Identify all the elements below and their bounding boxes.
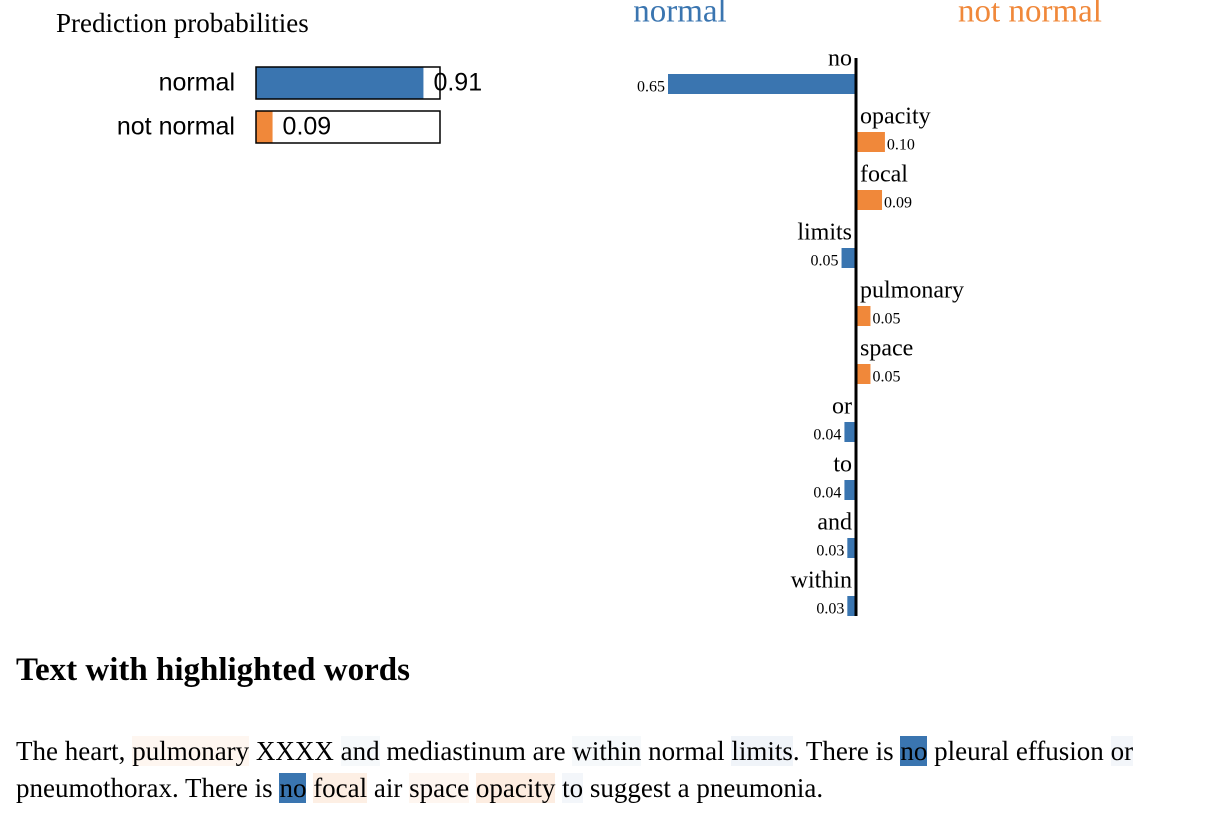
text-run xyxy=(469,773,476,803)
weight-label: 0.10 xyxy=(887,137,915,154)
weight-bar xyxy=(668,74,856,94)
feature-label: opacity xyxy=(860,104,931,130)
feature-label: and xyxy=(817,510,852,536)
highlighted-word: limits xyxy=(731,736,793,766)
text-run: pneumothorax. There is xyxy=(16,736,1140,803)
weight-label: 0.03 xyxy=(816,543,844,560)
weight-label: 0.04 xyxy=(813,427,841,444)
highlighted-word: space xyxy=(409,773,470,803)
text-run: air xyxy=(367,773,410,803)
text-run: XXXX xyxy=(249,736,341,766)
weight-bar xyxy=(856,306,871,326)
weight-label: 0.05 xyxy=(811,253,839,270)
bar-frame xyxy=(255,110,441,144)
feature-label: or xyxy=(832,394,852,420)
weight-bar xyxy=(856,190,883,210)
highlighted-word: no xyxy=(279,773,307,803)
weight-bar xyxy=(847,596,856,616)
weight-bar xyxy=(847,538,856,558)
weight-label: 0.03 xyxy=(816,601,844,618)
charts: Prediction probabilities normal 0.91 not no… xyxy=(56,0,1102,618)
weight-bar xyxy=(844,480,856,500)
weight-bar xyxy=(856,132,885,152)
feature-label: pulmonary xyxy=(860,278,964,304)
section-title: Text with highlighted words xyxy=(16,652,410,688)
text-run: The heart, xyxy=(16,736,133,766)
highlighted-word: no xyxy=(900,736,928,766)
highlighted-word: or xyxy=(1110,736,1134,766)
weight-label: 0.05 xyxy=(872,311,900,328)
text-run: . There is xyxy=(792,736,901,766)
feature-label: focal xyxy=(860,162,908,188)
highlighted-word: to xyxy=(562,773,584,803)
highlighted-word: opacity xyxy=(475,773,556,803)
highlighted-word: pulmonary xyxy=(132,736,250,766)
weight-bar xyxy=(841,248,856,268)
weight-label: 0.04 xyxy=(813,485,841,502)
bar-frame xyxy=(255,66,441,100)
class-label: normal xyxy=(159,69,235,97)
text-run: suggest a pneumonia. xyxy=(583,773,824,803)
class-label: not normal xyxy=(117,113,235,141)
probability-bar xyxy=(256,111,273,143)
legend-class: normal xyxy=(633,0,726,30)
feature-label: space xyxy=(860,336,913,362)
highlighted-word: within xyxy=(572,736,642,766)
text-run: normal xyxy=(641,736,732,766)
feature-label: no xyxy=(828,46,852,72)
probability-label: 0.09 xyxy=(283,113,332,141)
weight-label: 0.05 xyxy=(872,369,900,386)
probability-label: 0.91 xyxy=(433,69,482,97)
weight-label: 0.65 xyxy=(637,79,665,96)
chart-title: Prediction probabilities xyxy=(56,8,309,38)
text-run: pleural effusion xyxy=(927,736,1111,766)
probability-bar xyxy=(256,67,424,99)
weight-label: 0.09 xyxy=(884,195,912,212)
weight-bar xyxy=(856,364,871,384)
text-run: mediastinum are xyxy=(379,736,573,766)
feature-label: limits xyxy=(797,220,852,246)
weight-bar xyxy=(844,422,856,442)
feature-label: to xyxy=(833,452,852,478)
feature-label: within xyxy=(791,568,852,594)
highlighted-word: and xyxy=(340,736,380,766)
highlighted-text: The heart, pulmonary XXXX and mediastinu… xyxy=(16,733,1216,807)
highlighted-word: focal xyxy=(313,773,368,803)
legend-class: not normal xyxy=(958,0,1102,30)
